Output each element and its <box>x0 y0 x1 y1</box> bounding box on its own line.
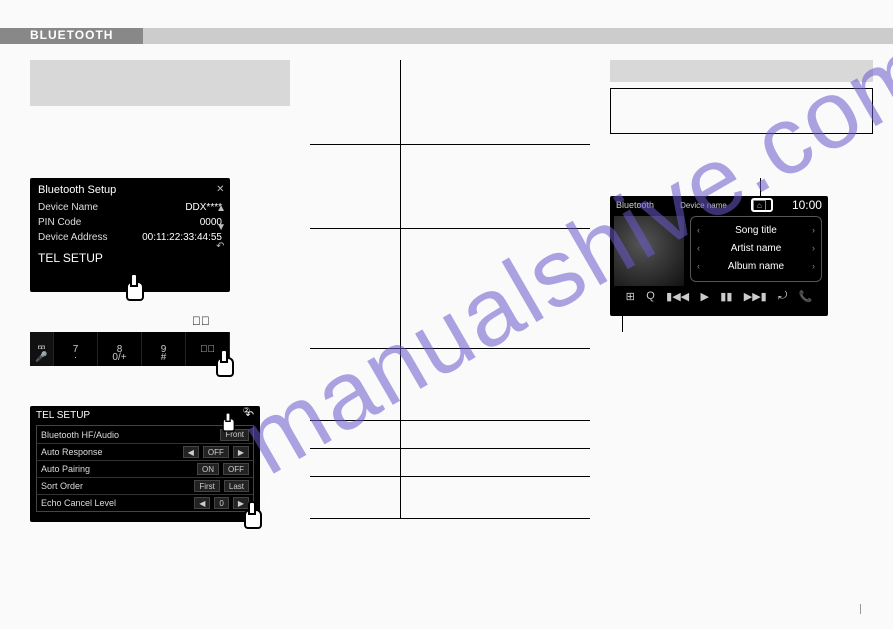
settings-phone-icon: ✲⃞ <box>192 314 210 328</box>
up-icon[interactable]: ▲ <box>216 203 226 214</box>
chevron-right-icon[interactable]: › <box>812 225 815 235</box>
table-cell <box>400 228 590 348</box>
prev-button[interactable]: ◀ <box>183 446 199 458</box>
setup-row: Device Name DDX**** <box>38 202 222 213</box>
option-button[interactable]: Last <box>224 480 249 492</box>
source-label: Bluetooth <box>616 200 654 210</box>
table-cell <box>400 420 590 448</box>
tap-hand-icon <box>122 275 146 302</box>
callout-1: ① <box>265 495 272 504</box>
device-label: Device name <box>680 201 727 210</box>
chevron-right-icon[interactable]: › <box>812 261 815 271</box>
table-cell <box>310 448 400 476</box>
song-title: Song title <box>735 225 777 236</box>
table-cell <box>400 448 590 476</box>
row-label: Sort Order <box>41 481 190 491</box>
row-label: Auto Response <box>41 447 179 457</box>
table-cell <box>400 476 590 518</box>
setting-row: Sort Order First Last <box>37 477 253 494</box>
chevron-left-icon[interactable]: ‹ <box>697 261 700 271</box>
clock: 10:00 <box>792 198 822 212</box>
table-cell <box>400 144 590 228</box>
column-1: Bluetooth Setup Device Name DDX**** PIN … <box>30 30 290 534</box>
value-display: 0 <box>214 497 228 509</box>
row-label: Auto Pairing <box>41 464 193 474</box>
next-button[interactable]: ▶ <box>233 446 249 458</box>
option-button[interactable]: OFF <box>223 463 249 475</box>
menu-icon[interactable]: ⊞ <box>626 290 635 303</box>
repeat-icon[interactable]: ⤾ <box>778 290 787 303</box>
panel-title: Bluetooth Setup <box>38 184 222 196</box>
setting-row: Auto Response ◀ OFF ▶ <box>37 443 253 460</box>
row-label: Bluetooth HF/Audio <box>41 430 216 440</box>
table-cell <box>310 420 400 448</box>
tel-setup-panel: TEL SETUP ↶ Bluetooth HF/Audio Front Aut… <box>30 406 260 522</box>
prev-button[interactable]: ◀ <box>194 497 210 509</box>
settings-table <box>310 60 590 519</box>
album-art <box>614 216 684 286</box>
tap-hand-icon <box>212 351 236 378</box>
value-display: OFF <box>203 446 229 458</box>
setting-row: Auto Pairing ON OFF <box>37 460 253 477</box>
pause-icon[interactable]: ▮▮ <box>720 290 732 303</box>
callout-box <box>751 198 773 212</box>
setup-row: Device Address 00:11:22:33:44:55 <box>38 232 222 243</box>
next-track-icon[interactable]: ▶▶▮ <box>744 290 767 303</box>
table-cell <box>400 348 590 420</box>
option-button[interactable]: First <box>194 480 220 492</box>
callout-line <box>622 296 623 332</box>
option-button[interactable]: ON <box>197 463 219 475</box>
tel-setup-button[interactable]: TEL SETUP <box>38 251 222 265</box>
phone-icon[interactable]: 📞 <box>799 290 813 303</box>
note-box <box>610 88 873 134</box>
table-cell <box>310 476 400 518</box>
chevron-left-icon[interactable]: ‹ <box>697 243 700 253</box>
down-icon[interactable]: ▼ <box>216 222 226 233</box>
table-cell <box>310 144 400 228</box>
callout-line <box>760 178 761 198</box>
keypad-cell[interactable]: 0/+ <box>98 349 142 366</box>
side-icons: ✕ ▲ ▼ ↶ <box>216 184 226 252</box>
column-3: Bluetooth Device name ⌂ 10:00 ‹Song titl… <box>610 30 873 534</box>
panel-title: TEL SETUP <box>36 410 90 421</box>
col3-heading-block <box>610 60 873 82</box>
keypad-cell[interactable]: · <box>54 349 98 366</box>
column-2 <box>310 30 590 534</box>
chevron-left-icon[interactable]: ‹ <box>697 225 700 235</box>
row-label: Echo Cancel Level <box>41 498 190 508</box>
album-name: Album name <box>728 261 784 272</box>
setup-row: PIN Code 0000 <box>38 217 222 228</box>
col1-heading-block <box>30 60 290 106</box>
track-info: ‹ Song title › ‹ Artist name › ‹ Album name › <box>690 216 822 282</box>
row-label: Device Address <box>38 232 107 243</box>
bluetooth-setup-panel: Bluetooth Setup Device Name DDX**** PIN … <box>30 178 230 292</box>
page-number <box>860 604 867 615</box>
play-icon[interactable]: ▶ <box>700 290 708 303</box>
search-icon[interactable]: Q <box>646 290 655 302</box>
tap-hand-icon <box>240 503 264 530</box>
keypad-cell[interactable]: # <box>142 349 186 366</box>
artist-name: Artist name <box>731 243 782 254</box>
close-icon[interactable]: ✕ <box>216 184 226 195</box>
row-label: Device Name <box>38 202 98 213</box>
table-cell <box>310 348 400 420</box>
row-value: 00:11:22:33:44:55 <box>142 232 222 243</box>
tap-hand-icon <box>216 410 240 437</box>
table-cell <box>310 60 400 144</box>
keypad-cell[interactable]: 🎤 <box>30 349 54 366</box>
chevron-right-icon[interactable]: › <box>812 243 815 253</box>
keypad-strip: ✲⃞ ⊞ 7 8 9 ✲⃞ 🎤 · 0/+ # <box>30 332 230 366</box>
callout-2: ② <box>243 406 250 415</box>
prev-track-icon[interactable]: ▮◀◀ <box>666 290 689 303</box>
setting-row: Echo Cancel Level ◀ 0 ▶ <box>37 494 253 511</box>
bluetooth-player-panel: Bluetooth Device name ⌂ 10:00 ‹Song titl… <box>610 196 828 316</box>
row-label: PIN Code <box>38 217 81 228</box>
table-cell <box>310 228 400 348</box>
table-cell <box>400 60 590 144</box>
back-icon[interactable]: ↶ <box>216 241 226 252</box>
